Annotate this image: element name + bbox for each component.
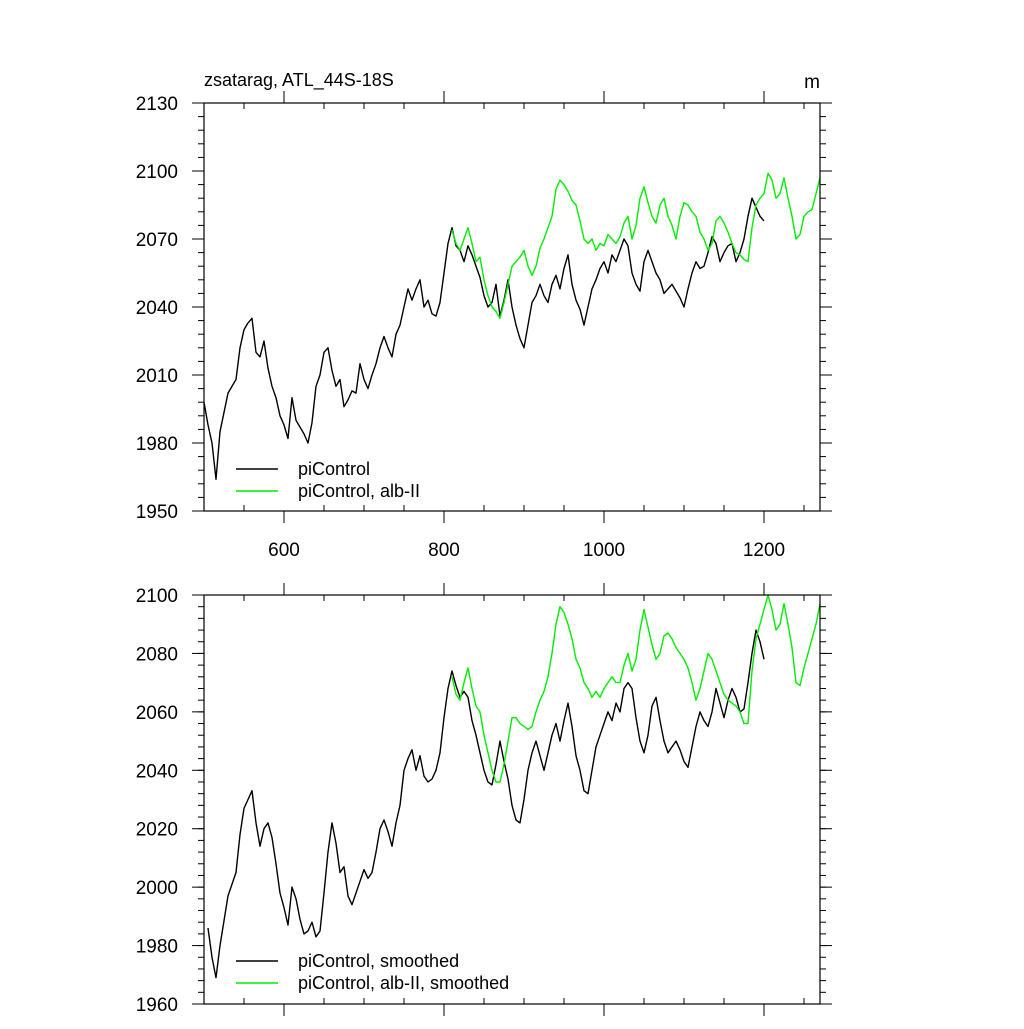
- top-series-line-1: [451, 172, 821, 319]
- top-y-tick-label: 2130: [136, 94, 178, 115]
- bottom-y-tick-label: 2080: [136, 644, 178, 665]
- top-y-tick-label: 1980: [136, 434, 178, 455]
- bottom-legend-label-1: piControl, alb-II, smoothed: [298, 973, 509, 993]
- bottom-y-tick-label: 1960: [136, 995, 178, 1016]
- bottom-y-tick-label: 2060: [136, 703, 178, 724]
- top-panel: zsatarag, ATL_44S-18S m piControl piCont…: [136, 70, 832, 561]
- top-y-tick-label: 1950: [136, 502, 178, 523]
- top-legend-label-1: piControl, alb-II: [298, 481, 420, 501]
- top-panel-title: zsatarag, ATL_44S-18S: [204, 70, 394, 91]
- bottom-y-tick-label: 2040: [136, 761, 178, 782]
- bottom-y-tick-label: 2020: [136, 820, 178, 841]
- top-y-tick-label: 2010: [136, 366, 178, 387]
- top-x-tick-label: 800: [428, 540, 460, 561]
- bottom-series-line-0: [207, 629, 765, 979]
- bottom-y-tick-label: 2000: [136, 878, 178, 899]
- bottom-y-tick-label: 1980: [136, 937, 178, 958]
- top-x-tick-label: 1200: [743, 540, 785, 561]
- bottom-y-tick-label: 2100: [136, 586, 178, 607]
- bottom-plot-frame: [203, 594, 821, 1005]
- bottom-panel: piControl, smoothed piControl, alb-II, s…: [136, 583, 832, 1016]
- top-x-tick-label: 600: [268, 540, 300, 561]
- top-y-tick-label: 2070: [136, 230, 178, 251]
- top-y-tick-label: 2040: [136, 298, 178, 319]
- top-panel-unit-label: m: [804, 72, 820, 93]
- top-series-line-0: [203, 197, 765, 480]
- top-x-tick-label: 1000: [583, 540, 625, 561]
- bottom-legend-label-0: piControl, smoothed: [298, 951, 459, 971]
- bottom-series-line-1: [451, 594, 821, 783]
- top-y-tick-label: 2100: [136, 162, 178, 183]
- top-legend-label-0: piControl: [298, 459, 370, 479]
